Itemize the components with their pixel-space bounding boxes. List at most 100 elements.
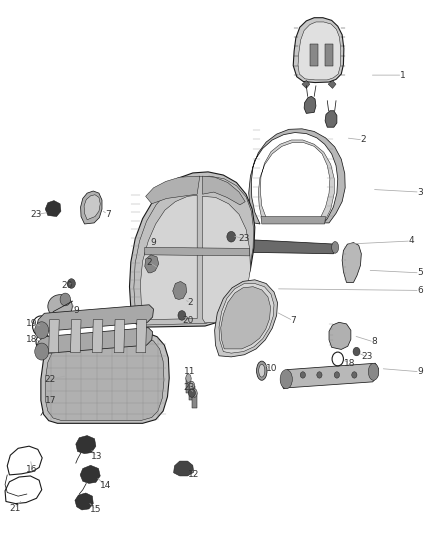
Polygon shape (146, 176, 200, 204)
Text: 10: 10 (265, 364, 277, 373)
Ellipse shape (35, 322, 49, 339)
Text: 2: 2 (188, 298, 194, 307)
Polygon shape (136, 320, 147, 353)
Text: 7: 7 (105, 210, 110, 219)
Polygon shape (36, 328, 152, 356)
Text: 20: 20 (61, 280, 73, 289)
Polygon shape (173, 461, 194, 476)
Polygon shape (202, 196, 251, 323)
Polygon shape (219, 284, 274, 353)
Polygon shape (186, 378, 191, 393)
Text: 7: 7 (290, 316, 296, 325)
Polygon shape (328, 80, 336, 88)
Ellipse shape (259, 365, 265, 377)
Ellipse shape (188, 389, 195, 397)
Ellipse shape (60, 293, 71, 306)
Polygon shape (209, 238, 336, 254)
Text: 3: 3 (417, 188, 423, 197)
Text: 13: 13 (91, 453, 102, 462)
Ellipse shape (280, 369, 292, 389)
Polygon shape (141, 195, 197, 320)
Text: 15: 15 (90, 505, 102, 514)
Polygon shape (84, 195, 100, 220)
Polygon shape (329, 322, 351, 350)
Text: 23: 23 (31, 210, 42, 219)
Text: 22: 22 (44, 375, 55, 384)
Text: 5: 5 (417, 269, 423, 277)
Ellipse shape (334, 372, 339, 378)
Ellipse shape (300, 372, 305, 378)
Polygon shape (221, 287, 271, 349)
Polygon shape (45, 200, 61, 216)
Polygon shape (310, 44, 318, 66)
Text: 9: 9 (417, 367, 423, 376)
Ellipse shape (317, 372, 322, 378)
Text: 4: 4 (408, 237, 414, 246)
Ellipse shape (35, 343, 49, 360)
Polygon shape (145, 255, 159, 273)
Text: 9: 9 (73, 305, 79, 314)
Text: 23: 23 (361, 352, 372, 361)
Polygon shape (114, 320, 125, 353)
Polygon shape (192, 393, 197, 408)
Ellipse shape (352, 372, 357, 378)
Text: 14: 14 (100, 481, 111, 490)
Polygon shape (145, 247, 250, 256)
Polygon shape (293, 18, 344, 83)
Ellipse shape (186, 374, 191, 382)
Polygon shape (215, 280, 278, 357)
Text: 2: 2 (146, 258, 152, 266)
Polygon shape (302, 80, 310, 88)
Text: 19: 19 (26, 319, 38, 328)
Polygon shape (325, 111, 337, 127)
Polygon shape (342, 243, 361, 282)
Ellipse shape (48, 295, 72, 318)
Ellipse shape (178, 311, 186, 320)
Polygon shape (76, 435, 96, 454)
Text: 1: 1 (399, 70, 405, 79)
Ellipse shape (353, 348, 360, 356)
Polygon shape (36, 305, 153, 335)
Ellipse shape (257, 361, 267, 380)
Polygon shape (304, 96, 316, 114)
Polygon shape (281, 364, 378, 389)
Polygon shape (49, 320, 59, 353)
Text: 9: 9 (151, 238, 156, 247)
Text: 2: 2 (360, 135, 366, 144)
Text: 23: 23 (239, 235, 250, 244)
Polygon shape (45, 338, 164, 421)
Ellipse shape (332, 241, 339, 253)
Ellipse shape (67, 279, 75, 288)
Text: 23: 23 (184, 383, 195, 392)
Polygon shape (325, 44, 332, 66)
Polygon shape (92, 320, 103, 353)
Text: 16: 16 (26, 465, 38, 474)
Polygon shape (298, 22, 341, 80)
Text: 17: 17 (45, 396, 57, 405)
Ellipse shape (189, 381, 194, 390)
Text: 21: 21 (9, 504, 20, 513)
Ellipse shape (368, 364, 379, 380)
Ellipse shape (192, 389, 197, 397)
Ellipse shape (206, 237, 215, 252)
Text: 18: 18 (26, 335, 38, 344)
Polygon shape (261, 216, 325, 224)
Polygon shape (71, 320, 81, 353)
Polygon shape (43, 385, 66, 405)
Text: 6: 6 (417, 286, 423, 295)
Text: 12: 12 (188, 471, 199, 479)
Polygon shape (80, 465, 100, 483)
Polygon shape (173, 281, 187, 300)
Polygon shape (75, 493, 93, 510)
Text: 11: 11 (184, 367, 195, 376)
Text: 18: 18 (344, 359, 356, 368)
Polygon shape (189, 385, 194, 400)
Polygon shape (41, 333, 169, 423)
Ellipse shape (227, 231, 236, 242)
Polygon shape (202, 176, 245, 205)
Polygon shape (130, 172, 255, 327)
Text: 20: 20 (182, 316, 193, 325)
Polygon shape (81, 191, 102, 224)
Polygon shape (249, 129, 345, 224)
Polygon shape (258, 140, 334, 221)
